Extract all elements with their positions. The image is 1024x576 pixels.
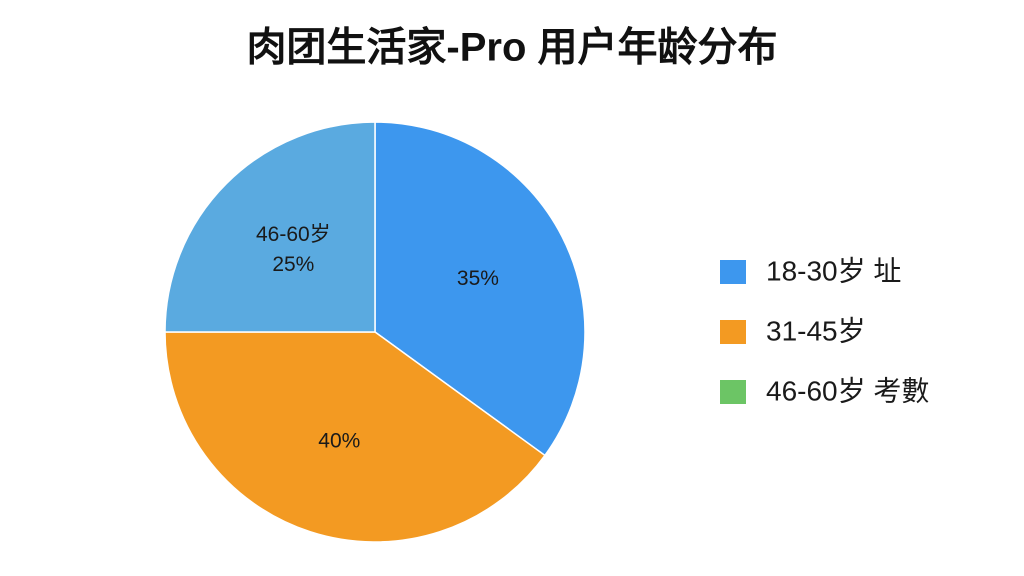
pie-slice [164,331,546,543]
slice-value-label: 40% [318,429,360,452]
slice-value-label: 35% [457,267,499,290]
slice-category-label: 46-60岁 [256,223,331,246]
legend-label: 18-30岁 址 [766,255,901,286]
legend-swatch [720,260,746,284]
legend-label: 31-45岁 [766,315,866,346]
legend-swatch [720,380,746,404]
slice-value-label: 25% [272,253,314,276]
pie-slice [374,121,586,457]
pie-slice [164,121,376,333]
legend-label: 46-60岁 考數 [766,375,929,406]
legend-swatch [720,320,746,344]
chart-title: 肉团生活家-Pro 用户年龄分布 [246,26,777,70]
